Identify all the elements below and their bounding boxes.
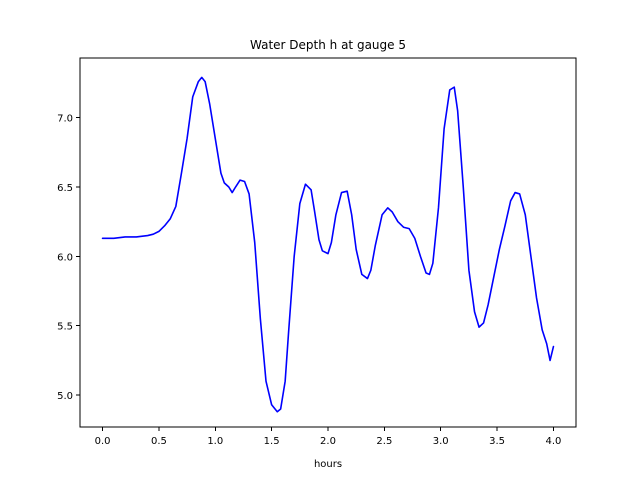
x-tick-label: 3.0: [433, 436, 449, 447]
y-tick-label: 5.5: [57, 322, 73, 333]
x-tick-label: 4.0: [546, 436, 562, 447]
x-tick-label: 3.5: [489, 436, 505, 447]
y-tick-label: 6.5: [57, 183, 73, 194]
x-tick-label: 1.5: [264, 436, 280, 447]
x-tick-label: 1.0: [207, 436, 223, 447]
y-tick-label: 6.0: [57, 252, 73, 263]
x-tick-label: 0.0: [95, 436, 111, 447]
axes-frame: [79, 57, 577, 428]
plot-area: [79, 57, 577, 428]
x-tick-label: 0.5: [151, 436, 167, 447]
x-axis: 0.0 0.5 1.0 1.5 2.0 2.5 3.0 3.5 4.0: [95, 427, 562, 447]
x-axis-label: hours: [314, 459, 342, 470]
series-layer: [101, 76, 555, 413]
y-tick-label: 7.0: [57, 114, 73, 125]
chart-title: Water Depth h at gauge 5: [250, 38, 406, 52]
x-tick-label: 2.5: [376, 436, 392, 447]
x-tick-label: 2.0: [320, 436, 336, 447]
series-line-0: [101, 76, 555, 413]
y-tick-label: 5.0: [57, 391, 73, 402]
y-axis: 5.0 5.5 6.0 6.5 7.0: [57, 114, 80, 402]
